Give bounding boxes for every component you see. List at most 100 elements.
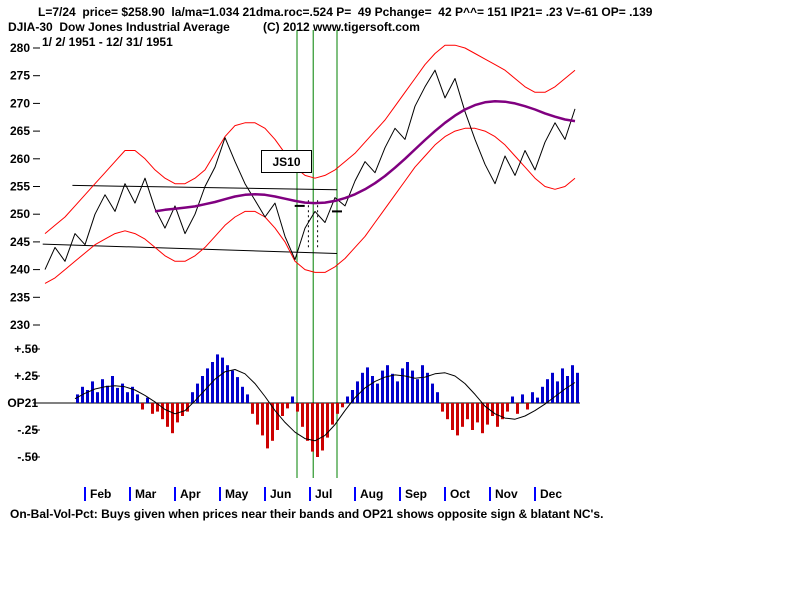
indicator-name-label: OP21 — [7, 396, 38, 410]
obv-bar-positive — [86, 390, 89, 403]
obv-bar-positive — [351, 390, 354, 403]
obv-bar-positive — [246, 394, 249, 403]
obv-bar-positive — [131, 386, 134, 403]
obv-bar-positive — [191, 392, 194, 403]
obv-bar-positive — [91, 381, 94, 403]
obv-bar-positive — [531, 392, 534, 403]
obv-bar-positive — [126, 392, 129, 403]
obv-bar-positive — [406, 362, 409, 403]
obv-bar-positive — [106, 385, 109, 403]
obv-bar-positive — [556, 381, 559, 403]
obv-bar-positive — [541, 386, 544, 403]
obv-bar-negative — [501, 403, 504, 420]
copyright-text: (C) 2012 www.tigersoft.com — [263, 20, 420, 34]
series-close — [44, 69, 576, 270]
obv-bar-positive — [121, 383, 124, 403]
obv-bar-positive — [291, 396, 294, 403]
obv-bar-negative — [306, 403, 309, 441]
obv-bar-negative — [446, 403, 449, 420]
obv-bar-negative — [441, 403, 444, 412]
obv-bar-positive — [386, 365, 389, 403]
obv-bar-negative — [181, 403, 184, 416]
price-axis-label: 235 — [10, 290, 30, 304]
obv-bar-negative — [166, 403, 169, 427]
price-axis-label: 240 — [10, 263, 30, 277]
obv-bar-positive — [146, 397, 149, 403]
obv-bar-negative — [481, 403, 484, 434]
obv-bar-negative — [301, 403, 304, 427]
obv-bar-positive — [536, 397, 539, 403]
obv-bar-positive — [241, 386, 244, 403]
price-axis-label: 255 — [10, 180, 30, 194]
obv-bar-negative — [456, 403, 459, 436]
price-axis-label: 270 — [10, 96, 30, 110]
obv-bar-negative — [461, 403, 464, 427]
obv-bar-positive — [561, 368, 564, 403]
obv-bar-negative — [331, 403, 334, 425]
obv-bar-negative — [341, 403, 344, 408]
obv-bar-positive — [521, 394, 524, 403]
month-label: May — [225, 487, 249, 501]
obv-bar-positive — [551, 372, 554, 403]
obv-bar-positive — [101, 379, 104, 403]
obv-bar-negative — [321, 403, 324, 451]
month-label: Oct — [450, 487, 470, 501]
obv-bar-positive — [436, 392, 439, 403]
obv-bar-positive — [76, 394, 79, 403]
obv-bar-negative — [161, 403, 164, 420]
price-axis-label: 280 — [10, 41, 30, 55]
obv-bar-positive — [231, 370, 234, 403]
obv-bar-negative — [296, 403, 299, 412]
price-axis-label: 275 — [10, 69, 30, 83]
obv-bar-positive — [111, 376, 114, 403]
obv-bar-negative — [311, 403, 314, 452]
obv-bar-positive — [546, 379, 549, 403]
series-ma_21day — [154, 99, 576, 213]
series-lower_band — [44, 127, 576, 284]
month-label: Dec — [540, 487, 562, 501]
indicator-axis-label: +.25 — [14, 369, 38, 383]
stats-line: L=7/24 price= $258.90 la/ma=1.034 21dma.… — [38, 5, 653, 19]
obv-bar-positive — [226, 365, 229, 403]
obv-bar-positive — [371, 376, 374, 403]
price-axis-label: 245 — [10, 235, 30, 249]
obv-bar-negative — [251, 403, 254, 414]
obv-bar-positive — [431, 383, 434, 403]
js10-annotation-box: JS10 — [261, 150, 312, 173]
obv-bar-positive — [376, 383, 379, 403]
obv-bar-negative — [476, 403, 479, 423]
obv-bar-negative — [171, 403, 174, 434]
price-axis-label: 265 — [10, 124, 30, 138]
obv-bar-negative — [256, 403, 259, 425]
month-label: Nov — [495, 487, 518, 501]
obv-bar-positive — [236, 377, 239, 403]
obv-bar-positive — [201, 376, 204, 403]
obv-bar-positive — [391, 373, 394, 403]
obv-bar-negative — [471, 403, 474, 430]
obv-bar-positive — [196, 383, 199, 403]
indicator-axis-label: -.50 — [17, 450, 38, 464]
obv-bar-positive — [416, 379, 419, 403]
price-axis-label: 230 — [10, 318, 30, 332]
month-label: Jun — [270, 487, 291, 501]
obv-bar-positive — [421, 365, 424, 403]
obv-bar-negative — [186, 403, 189, 412]
obv-bar-positive — [411, 370, 414, 403]
obv-bar-positive — [426, 372, 429, 403]
obv-bar-positive — [136, 394, 139, 403]
month-label: Apr — [180, 487, 201, 501]
date-range: 1/ 2/ 1951 - 12/ 31/ 1951 — [42, 35, 173, 49]
obv-bar-negative — [266, 403, 269, 449]
obv-bar-negative — [151, 403, 154, 414]
price-axis-label: 260 — [10, 152, 30, 166]
obv-bar-negative — [261, 403, 264, 436]
trendline — [42, 243, 338, 254]
obv-bar-negative — [276, 403, 279, 430]
obv-bar-negative — [506, 403, 509, 412]
obv-bar-negative — [336, 403, 339, 414]
obv-signal-line — [74, 369, 576, 442]
obv-bar-positive — [206, 368, 209, 403]
month-label: Mar — [135, 487, 157, 501]
obv-bar-positive — [356, 381, 359, 403]
